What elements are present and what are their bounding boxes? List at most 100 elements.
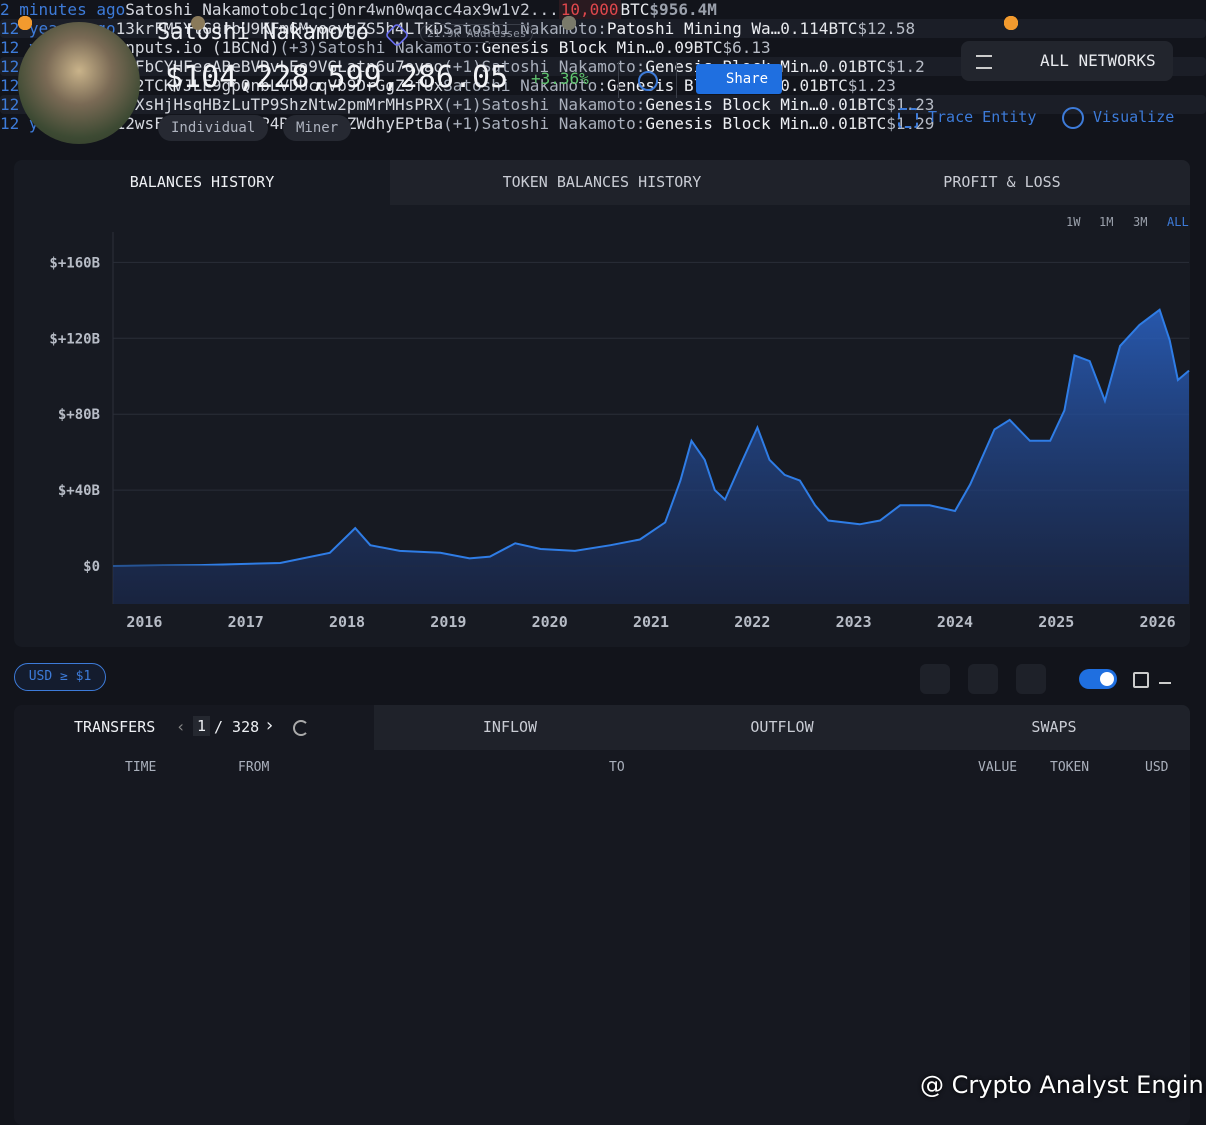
to[interactable]: Satoshi Nakamoto: bbox=[481, 95, 646, 114]
divider bbox=[676, 62, 677, 98]
x-tick-label: 2024 bbox=[937, 613, 973, 631]
usd: $956.4M bbox=[649, 0, 717, 19]
network-selector[interactable] bbox=[961, 41, 1173, 81]
avatar bbox=[18, 22, 140, 144]
x-tick-label: 2020 bbox=[532, 613, 568, 631]
value: 0.01 bbox=[780, 76, 819, 95]
token: BTC bbox=[857, 95, 887, 114]
entity-icon bbox=[562, 16, 576, 30]
value: 10,000 bbox=[558, 0, 621, 19]
coin-icon bbox=[18, 16, 32, 30]
column-header[interactable]: TOKEN bbox=[1050, 760, 1090, 775]
value: 0.01 bbox=[818, 114, 858, 133]
token: BTC bbox=[620, 0, 650, 19]
from[interactable]: 1JXsHjHsqHBzLuTP9ShzNtw2pmMrMHsPRX bbox=[115, 95, 444, 114]
value: 0.09 bbox=[655, 38, 694, 57]
to[interactable]: bc1qcj0nr4wn0wqacc4ax9w1v2... bbox=[279, 0, 559, 19]
value: 0.01 bbox=[818, 57, 858, 76]
y-tick-label: $0 bbox=[83, 559, 100, 575]
divider bbox=[618, 62, 619, 98]
chart-tab[interactable]: BALANCES HISTORY bbox=[129, 173, 275, 191]
y-tick-label: $+40B bbox=[58, 483, 100, 499]
from[interactable]: 16FbCYHFecABeBVDvLEa9VGLatn6u7oyao bbox=[115, 57, 444, 76]
download-button[interactable] bbox=[1159, 672, 1171, 684]
tag[interactable]: Individual bbox=[158, 115, 269, 141]
x-tick-label: 2022 bbox=[734, 613, 770, 631]
alert-button[interactable] bbox=[920, 664, 950, 694]
column-header[interactable]: USD bbox=[1145, 760, 1169, 775]
y-tick-label: $+160B bbox=[49, 255, 100, 271]
from[interactable]: Satoshi Nakamoto bbox=[125, 0, 280, 19]
x-tick-label: 2025 bbox=[1038, 613, 1074, 631]
from-extra: (+1) bbox=[443, 57, 482, 76]
usd: $1.2 bbox=[886, 57, 925, 76]
column-header[interactable]: FROM bbox=[238, 760, 270, 775]
column-header[interactable]: TIME bbox=[125, 760, 157, 775]
toggle-knob bbox=[1100, 672, 1114, 686]
tag[interactable]: Miner bbox=[283, 115, 352, 141]
token: BTC bbox=[857, 114, 887, 133]
to[interactable]: Satoshi Nakamoto: bbox=[481, 57, 646, 76]
watermark: @ Crypto Analyst Engin... bbox=[920, 1071, 1206, 1099]
coin-icon bbox=[1004, 16, 1018, 30]
chart-tab[interactable]: TOKEN BALANCES HISTORY bbox=[390, 160, 814, 205]
page-total: / 328 bbox=[214, 718, 260, 736]
visualize[interactable]: Visualize bbox=[1093, 108, 1175, 126]
column-header[interactable]: VALUE bbox=[978, 760, 1018, 775]
transfers-panel: INFLOW OUTFLOW SWAPS bbox=[14, 705, 1190, 1125]
page-prev[interactable]: ‹ bbox=[176, 717, 186, 736]
network-label: ALL NETWORKS bbox=[1040, 51, 1156, 70]
transfers-tab[interactable]: SWAPS bbox=[918, 705, 1190, 750]
chart: $0 $+40B $+80B $+120B $+160B 2016 2017 2018 2019… bbox=[49, 232, 1190, 631]
save-button[interactable] bbox=[1016, 664, 1046, 694]
change: +3.36% bbox=[531, 69, 589, 88]
x-tick-label: 2017 bbox=[228, 613, 264, 631]
token: BTC bbox=[828, 19, 858, 38]
from[interactable]: 1J2TCKVJLE9gpQnbLVDUcqVb9DrGgZ3fUx bbox=[115, 76, 444, 95]
to[interactable]: Satoshi Nakamoto: bbox=[443, 76, 607, 95]
from-extra: (+1) bbox=[443, 114, 482, 133]
balance: $104,228,599,286.05 bbox=[165, 60, 509, 95]
y-tick-label: $+80B bbox=[58, 407, 100, 423]
to[interactable]: Satoshi Nakamoto: bbox=[481, 114, 646, 133]
trace-icon bbox=[898, 108, 918, 128]
chart-tab[interactable]: PROFIT & LOSS bbox=[814, 160, 1190, 205]
copy-button[interactable] bbox=[1133, 672, 1149, 688]
from[interactable]: Inputs.io (1BCNd) bbox=[115, 38, 280, 57]
x-tick-label: 2016 bbox=[126, 613, 162, 631]
address-count: 21.9k Addresses bbox=[420, 24, 534, 43]
filter-icon bbox=[976, 55, 992, 69]
from-extra: (+3) bbox=[279, 38, 318, 57]
page-number[interactable]: 1 bbox=[193, 716, 211, 736]
token: BTC bbox=[693, 38, 723, 57]
range[interactable]: 1M bbox=[1099, 215, 1114, 229]
value: 0.01 bbox=[818, 95, 858, 114]
range[interactable]: ALL bbox=[1167, 215, 1189, 229]
area bbox=[113, 309, 1189, 604]
bookmark-button[interactable] bbox=[968, 664, 998, 694]
table-row: 2 minutes ago Satoshi Nakamotobc1qcj0nr4w… bbox=[0, 0, 1206, 30]
refresh[interactable] bbox=[293, 720, 309, 736]
page-next[interactable]: › bbox=[264, 715, 275, 736]
to-detail: Genesis Block Min… bbox=[645, 95, 819, 114]
token: BTC bbox=[857, 57, 887, 76]
usd-filter[interactable]: USD ≥ $1 bbox=[14, 663, 106, 691]
transfers-tab[interactable]: INFLOW bbox=[374, 705, 646, 750]
trace-entity[interactable]: Trace Entity bbox=[928, 108, 1037, 126]
token: BTC bbox=[818, 76, 848, 95]
table-row: 12 years ago12wsFv7EE4jv97LP4R5L6LGLZWdh… bbox=[0, 16, 1206, 133]
column-header[interactable]: TO bbox=[609, 760, 625, 775]
line bbox=[112, 308, 1190, 567]
globe-button[interactable] bbox=[638, 71, 658, 91]
transfers-tab-label[interactable]: TRANSFERS bbox=[74, 718, 156, 736]
range[interactable]: 1W bbox=[1066, 215, 1081, 229]
share-button[interactable]: Share bbox=[696, 64, 782, 94]
range[interactable]: 3M bbox=[1133, 215, 1148, 229]
transfers-tab[interactable]: OUTFLOW bbox=[646, 705, 918, 750]
toggle[interactable] bbox=[1079, 669, 1117, 689]
share-label: Share bbox=[725, 71, 769, 87]
entity-icon bbox=[191, 16, 205, 30]
time[interactable]: 2 minutes ago bbox=[0, 0, 126, 19]
x-tick-label: 2018 bbox=[329, 613, 365, 631]
